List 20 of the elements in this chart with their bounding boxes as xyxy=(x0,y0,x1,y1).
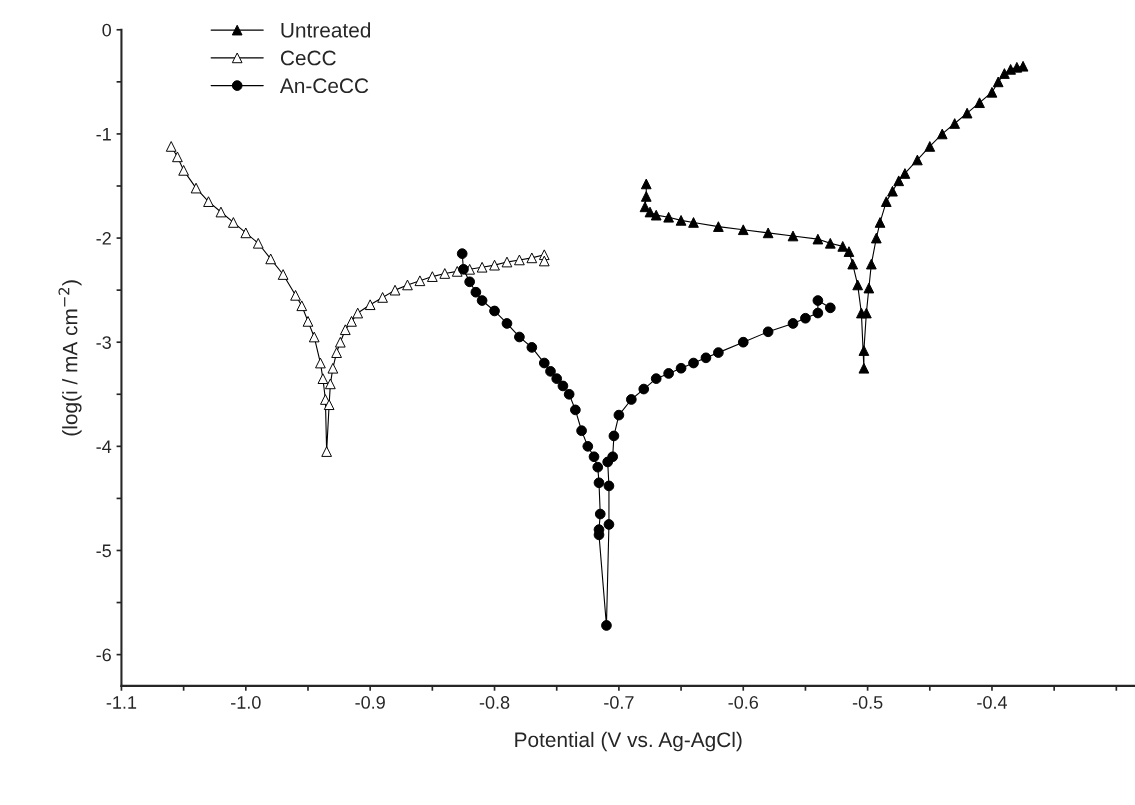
y-tick-label: 0 xyxy=(102,23,112,37)
x-tick-label: -0.9 xyxy=(355,696,385,709)
x-tick-label: -0.6 xyxy=(728,696,759,709)
legend-label: Untreated xyxy=(281,22,371,38)
x-tick-label: -1.1 xyxy=(106,696,137,709)
x-tick-label: -0.7 xyxy=(604,696,634,709)
y-tick-label: -6 xyxy=(96,648,111,662)
x-tick-label: -1.0 xyxy=(231,696,261,709)
y-axis-title: (log(i / mA cm$^{−2}$) xyxy=(58,280,82,436)
legend-label: An-CeCC xyxy=(279,78,369,94)
y-tick-label: -1 xyxy=(96,128,111,141)
x-tick-label: -0.4 xyxy=(977,696,1008,709)
x-tick-label: -0.5 xyxy=(852,696,883,709)
y-tick-label: -3 xyxy=(96,336,111,349)
x-axis-title: Potential (V vs. Ag-AgCl) xyxy=(515,731,742,752)
legend-label: CeCC xyxy=(280,50,336,66)
y-tick-label: -2 xyxy=(96,232,111,245)
x-tick-label: -0.8 xyxy=(479,696,510,709)
y-tick-label: -4 xyxy=(96,440,112,453)
y-tick-label: -5 xyxy=(96,544,111,558)
